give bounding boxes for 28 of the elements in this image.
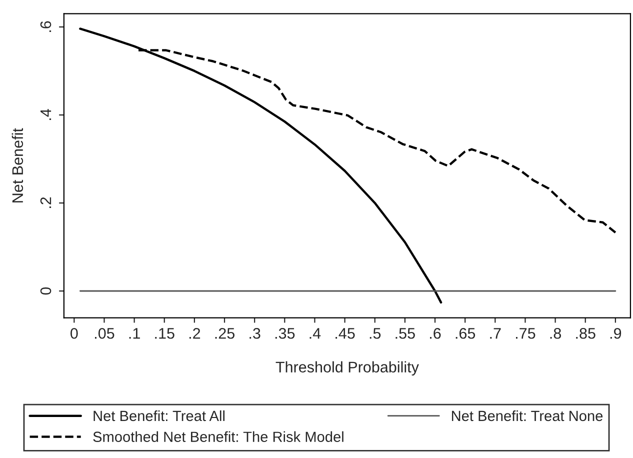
legend-label: Net Benefit: Treat None	[452, 410, 603, 422]
x-tick-label: .3	[250, 328, 260, 339]
x-tick-label: .6	[430, 328, 441, 339]
legend-label: Net Benefit: Treat All	[94, 410, 224, 422]
x-tick-label: .55	[396, 328, 415, 339]
y-axis-title: Net Benefit	[12, 128, 24, 202]
x-tick-label: .45	[336, 328, 355, 339]
x-tick-label: .15	[155, 328, 174, 339]
x-tick-label: .35	[275, 328, 295, 339]
x-tick-label: .5	[370, 328, 381, 339]
x-tick-label: .2	[189, 328, 200, 339]
x-tick-label: .25	[215, 328, 234, 339]
x-tick-label: .05	[95, 328, 114, 339]
y-tick-label: .4	[40, 109, 52, 120]
x-tick-label: .7	[490, 328, 501, 339]
y-tick-label: .6	[40, 21, 52, 32]
legend-label: Smoothed Net Benefit: The Risk Model	[93, 431, 344, 442]
y-tick-label: 0	[40, 287, 52, 295]
x-tick-label: .9	[610, 328, 622, 339]
x-tick-label: .1	[129, 328, 140, 339]
x-tick-label: .75	[516, 328, 536, 339]
x-tick-label: .8	[550, 328, 561, 339]
y-tick-label: .2	[40, 197, 52, 208]
x-axis-title: Threshold Probability	[276, 361, 419, 376]
x-tick-label: 0	[70, 328, 78, 339]
x-tick-label: .85	[576, 328, 596, 339]
x-tick-label: .4	[310, 328, 321, 339]
x-tick-label: .65	[456, 328, 476, 339]
